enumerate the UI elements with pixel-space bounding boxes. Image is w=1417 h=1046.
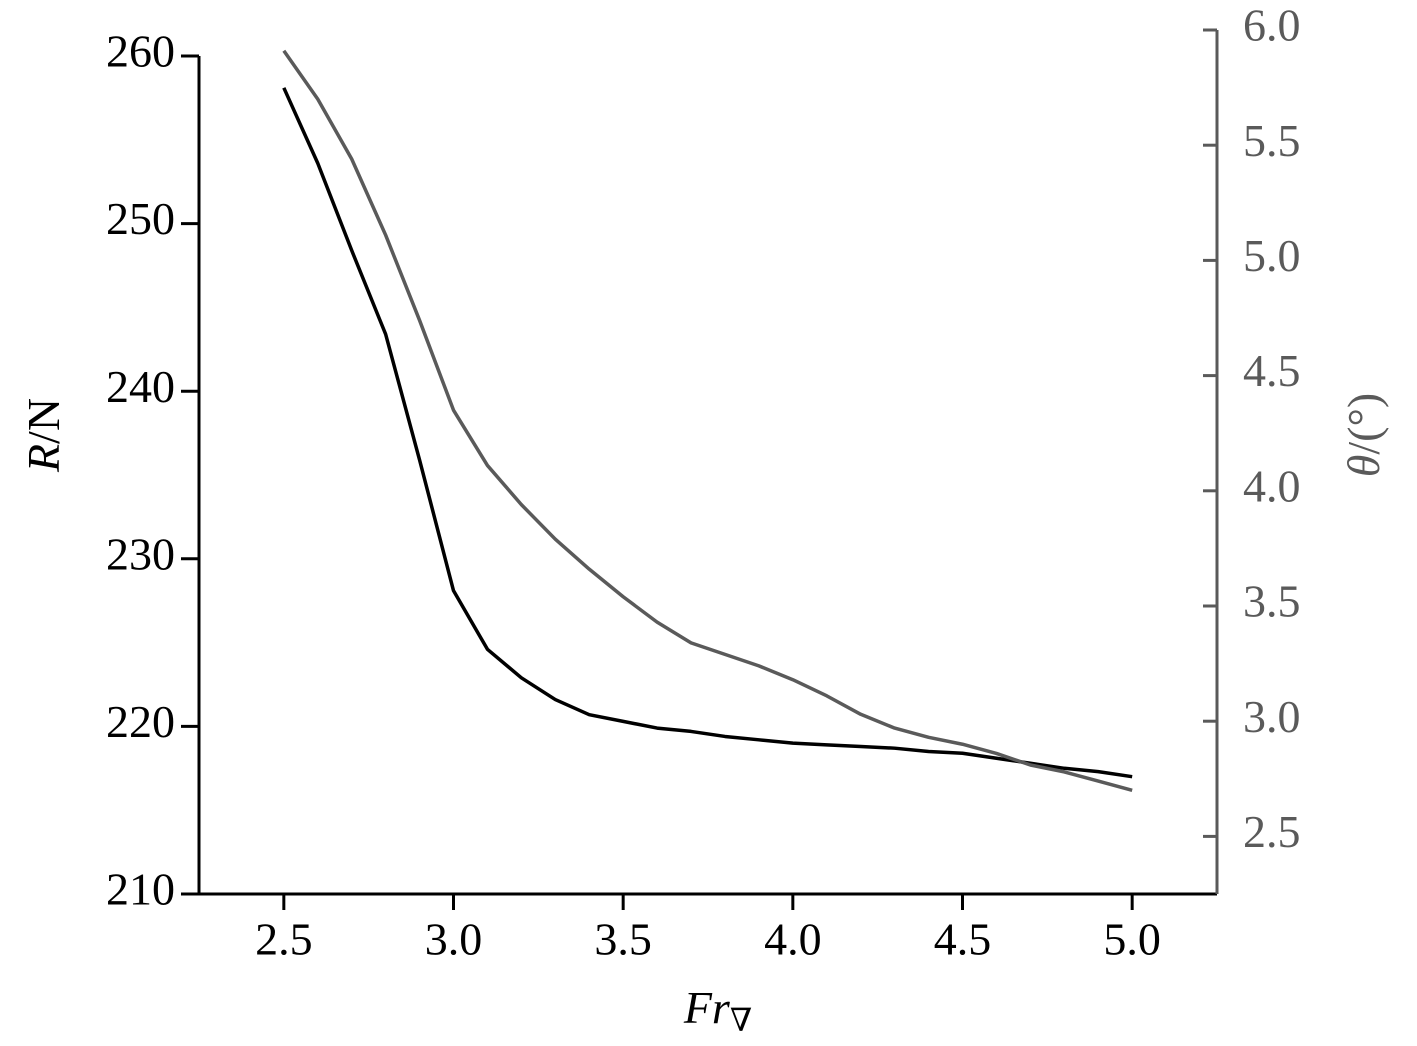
- x-tick-label: 2.5: [255, 914, 313, 965]
- y2-tick-label: 3.0: [1243, 691, 1301, 742]
- y-tick-label: 220: [106, 696, 175, 747]
- series-line: [282, 87, 1133, 779]
- y-label-unit: /N: [18, 398, 69, 444]
- x-axis-label: Fr∇: [683, 982, 752, 1039]
- series-line: [282, 49, 1133, 793]
- y-tick-label: 260: [106, 26, 175, 77]
- y2-tick-label: 4.5: [1243, 345, 1301, 396]
- y2-label-unit: /(°): [1338, 393, 1389, 455]
- y-tick-label: 210: [106, 864, 175, 915]
- y2-tick-label: 4.0: [1243, 460, 1301, 511]
- y-tick-label: 250: [106, 193, 175, 244]
- y2-tick-label: 2.5: [1243, 806, 1301, 857]
- y2-axis-label: θ/(°): [1338, 393, 1389, 477]
- y-tick-label: 230: [106, 528, 175, 579]
- x-label-subscript: ∇: [730, 1002, 752, 1038]
- x-tick-label: 4.0: [764, 914, 822, 965]
- x-tick-label: 3.0: [425, 914, 483, 965]
- x-tick-label: 4.5: [934, 914, 992, 965]
- y-label-italic: R: [18, 444, 69, 473]
- y2-tick-label: 3.5: [1243, 576, 1301, 627]
- y-tick-label: 240: [106, 361, 175, 412]
- x-tick-label: 3.5: [594, 914, 652, 965]
- x-label-main: Fr: [683, 982, 731, 1033]
- y2-tick-label: 5.0: [1243, 230, 1301, 281]
- y2-tick-label: 6.0: [1243, 0, 1301, 51]
- y2-tick-label: 5.5: [1243, 115, 1301, 166]
- y2-label-italic: θ: [1338, 455, 1389, 478]
- y-axis-label: R/N: [18, 398, 69, 473]
- x-tick-label: 5.0: [1103, 914, 1161, 965]
